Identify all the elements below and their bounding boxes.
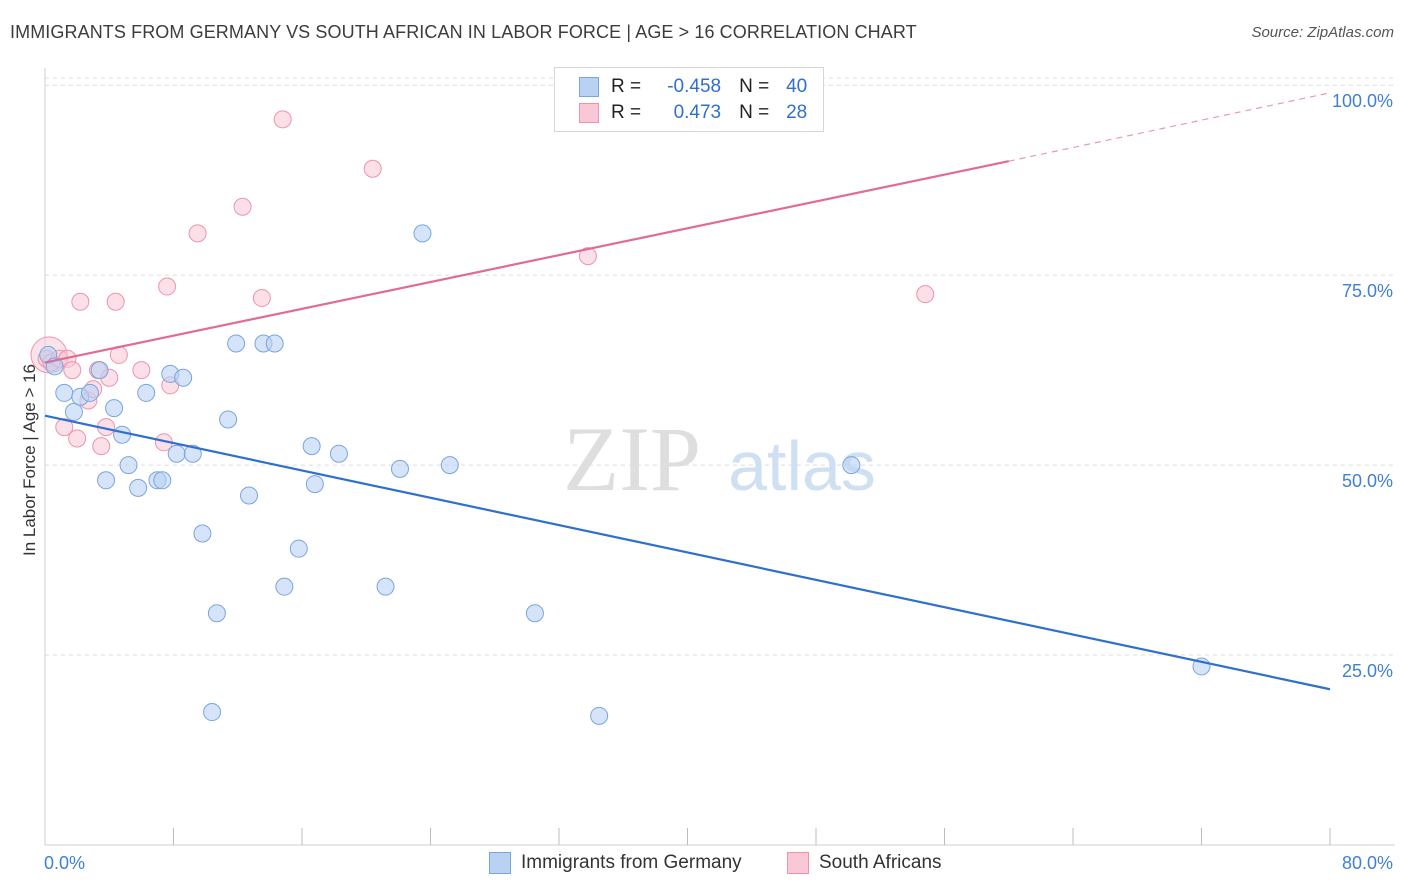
data-point-south-africans <box>63 361 82 380</box>
legend-row-south-africans: R = 0.473 N = 28 <box>579 101 807 125</box>
legend-n-label: N = <box>739 102 770 123</box>
data-point-germany <box>174 368 193 387</box>
data-point-germany <box>203 703 222 722</box>
chart-source: Source: ZipAtlas.com <box>1251 24 1394 41</box>
data-point-germany <box>167 444 186 463</box>
data-point-germany <box>80 383 99 402</box>
data-points <box>30 110 1211 725</box>
data-point-germany <box>137 383 156 402</box>
data-point-germany <box>842 456 861 475</box>
y-tick-label: 75.0% <box>1342 281 1393 301</box>
data-point-south-africans <box>71 292 90 311</box>
legend-n-label: N = <box>739 76 770 97</box>
series-swatch-south-africans <box>787 852 809 874</box>
trend-lines <box>44 92 1331 691</box>
data-point-germany <box>193 524 212 543</box>
correlation-legend: R = -0.458 N = 40 R = 0.473 N = 28 <box>554 67 824 132</box>
axes: 25.0% 50.0% 75.0% 100.0% 0.0% 80.0% <box>44 68 1395 873</box>
y-axis-label-group: In Labor Force | Age > 16 <box>20 364 39 556</box>
data-point-south-africans <box>132 361 151 380</box>
data-point-germany <box>265 334 284 353</box>
data-point-germany <box>183 444 202 463</box>
data-point-south-africans <box>158 277 177 296</box>
legend-swatch-germany <box>579 77 599 97</box>
y-tick-label: 50.0% <box>1342 471 1393 491</box>
series-legend-south-africans: South Africans <box>787 852 942 874</box>
series-legend: Immigrants from Germany South Africans <box>0 852 1406 878</box>
data-point-germany <box>390 459 409 478</box>
series-label-south-africans: South Africans <box>819 852 942 873</box>
data-point-south-africans <box>363 159 382 178</box>
series-swatch-germany <box>489 852 511 874</box>
legend-r-label: R = <box>611 76 642 97</box>
watermark-zip: ZIP <box>563 408 701 510</box>
data-point-germany <box>105 399 124 418</box>
gridlines <box>45 77 1395 656</box>
data-point-germany <box>239 486 258 505</box>
series-label-germany: Immigrants from Germany <box>521 852 742 873</box>
data-point-south-africans <box>273 110 292 129</box>
data-point-germany <box>413 224 432 243</box>
data-point-south-africans <box>233 197 252 216</box>
legend-row-germany: R = -0.458 N = 40 <box>579 75 807 99</box>
data-point-germany <box>90 361 109 380</box>
data-point-germany <box>525 604 544 623</box>
data-point-south-africans <box>916 285 935 304</box>
data-point-germany <box>376 577 395 596</box>
data-point-germany <box>64 402 83 421</box>
data-point-south-africans <box>106 292 125 311</box>
data-point-south-africans <box>252 288 271 307</box>
data-point-germany <box>227 334 246 353</box>
legend-swatch-south-africans <box>579 103 599 123</box>
data-point-south-africans <box>578 247 597 266</box>
data-point-germany <box>275 577 294 596</box>
x-tick-label: 0.0% <box>44 853 85 873</box>
legend-r-value: 0.473 <box>673 102 722 123</box>
data-point-germany <box>129 478 148 497</box>
legend-n-value: 28 <box>786 102 808 123</box>
trend-line-south-africans-extension <box>1008 92 1331 162</box>
data-point-germany <box>55 383 74 402</box>
data-point-germany <box>153 471 172 490</box>
data-point-south-africans <box>188 224 207 243</box>
trend-line-south-africans <box>44 160 1009 364</box>
trend-line-germany <box>44 414 1331 691</box>
legend-n-value: 40 <box>786 76 808 97</box>
y-tick-label: 100.0% <box>1332 91 1393 111</box>
data-point-south-africans <box>55 418 74 437</box>
data-point-germany <box>219 410 238 429</box>
data-point-south-africans <box>68 429 87 448</box>
chart-title: IMMIGRANTS FROM GERMANY VS SOUTH AFRICAN… <box>10 22 917 42</box>
data-point-germany <box>289 539 308 558</box>
data-point-germany <box>97 471 116 490</box>
data-point-germany <box>302 437 321 456</box>
data-point-germany <box>207 604 226 623</box>
series-legend-germany: Immigrants from Germany <box>489 852 742 874</box>
data-point-germany <box>305 475 324 494</box>
data-point-germany <box>113 425 132 444</box>
data-point-germany <box>440 456 459 475</box>
data-point-germany <box>119 456 138 475</box>
legend-r-label: R = <box>611 102 642 123</box>
x-tick-label: 80.0% <box>1342 853 1393 873</box>
data-point-germany <box>329 444 348 463</box>
data-point-south-africans <box>92 437 111 456</box>
y-axis-label: In Labor Force | Age > 16 <box>20 364 39 556</box>
data-point-germany <box>590 706 609 725</box>
watermark: ZIP atlas <box>563 408 876 510</box>
y-tick-label: 25.0% <box>1342 661 1393 681</box>
legend-r-value: -0.458 <box>667 76 722 97</box>
